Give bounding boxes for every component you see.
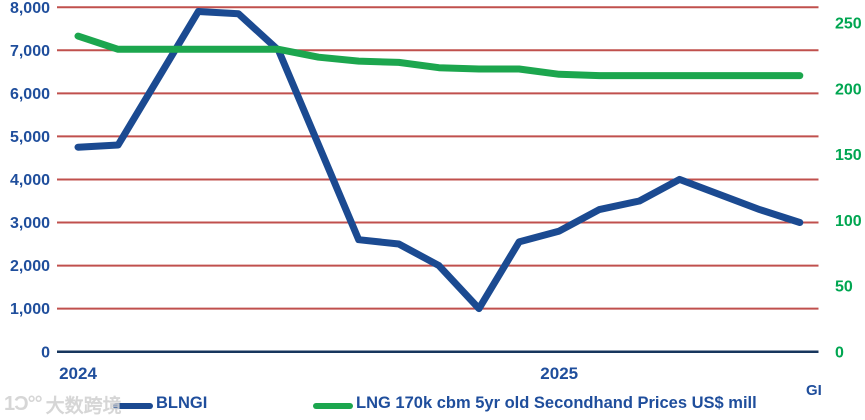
legend-label-blngi: BLNGI [156,394,208,412]
legend: BLNGI LNG 170k cbm 5yr old Secondhand Pr… [0,392,865,420]
series-line-lng-price [74,32,804,80]
right-axis-tick-label: 50 [835,279,853,296]
legend-label-lng-price: LNG 170k cbm 5yr old Secondhand Prices U… [356,394,757,412]
left-axis-tick-label: 3,000 [10,215,50,232]
watermark-logo-icon: 1Ɔ°° [4,392,43,415]
series-line-blngi [74,8,804,313]
left-axis-tick-label: 1,000 [10,301,50,318]
legend-swatch-lng-price [313,403,353,409]
right-axis-tick-label: 250 [835,16,862,33]
left-axis-tick-label: 6,000 [10,86,50,103]
x-axis-tick-label: 2025 [540,364,578,383]
watermark: 1Ɔ°° 大数跨境 [4,390,122,418]
right-axis-tick-label: 100 [835,213,862,230]
right-axis-tick-label: 0 [835,344,844,361]
left-axis-tick-label: 8,000 [10,0,50,17]
source-label: GI [806,382,822,399]
left-axis-tick-label: 4,000 [10,172,50,189]
x-axis-tick-label: 2024 [59,364,97,383]
legend-swatch-blngi [113,403,153,409]
left-axis-tick-label: 5,000 [10,129,50,146]
right-axis-tick-label: 200 [835,81,862,98]
left-axis-tick-label: 0 [41,344,50,361]
left-axis-tick-label: 7,000 [10,43,50,60]
watermark-text: 大数跨境 [45,395,122,417]
right-axis-tick-label: 150 [835,147,862,164]
left-axis-tick-label: 2,000 [10,258,50,275]
